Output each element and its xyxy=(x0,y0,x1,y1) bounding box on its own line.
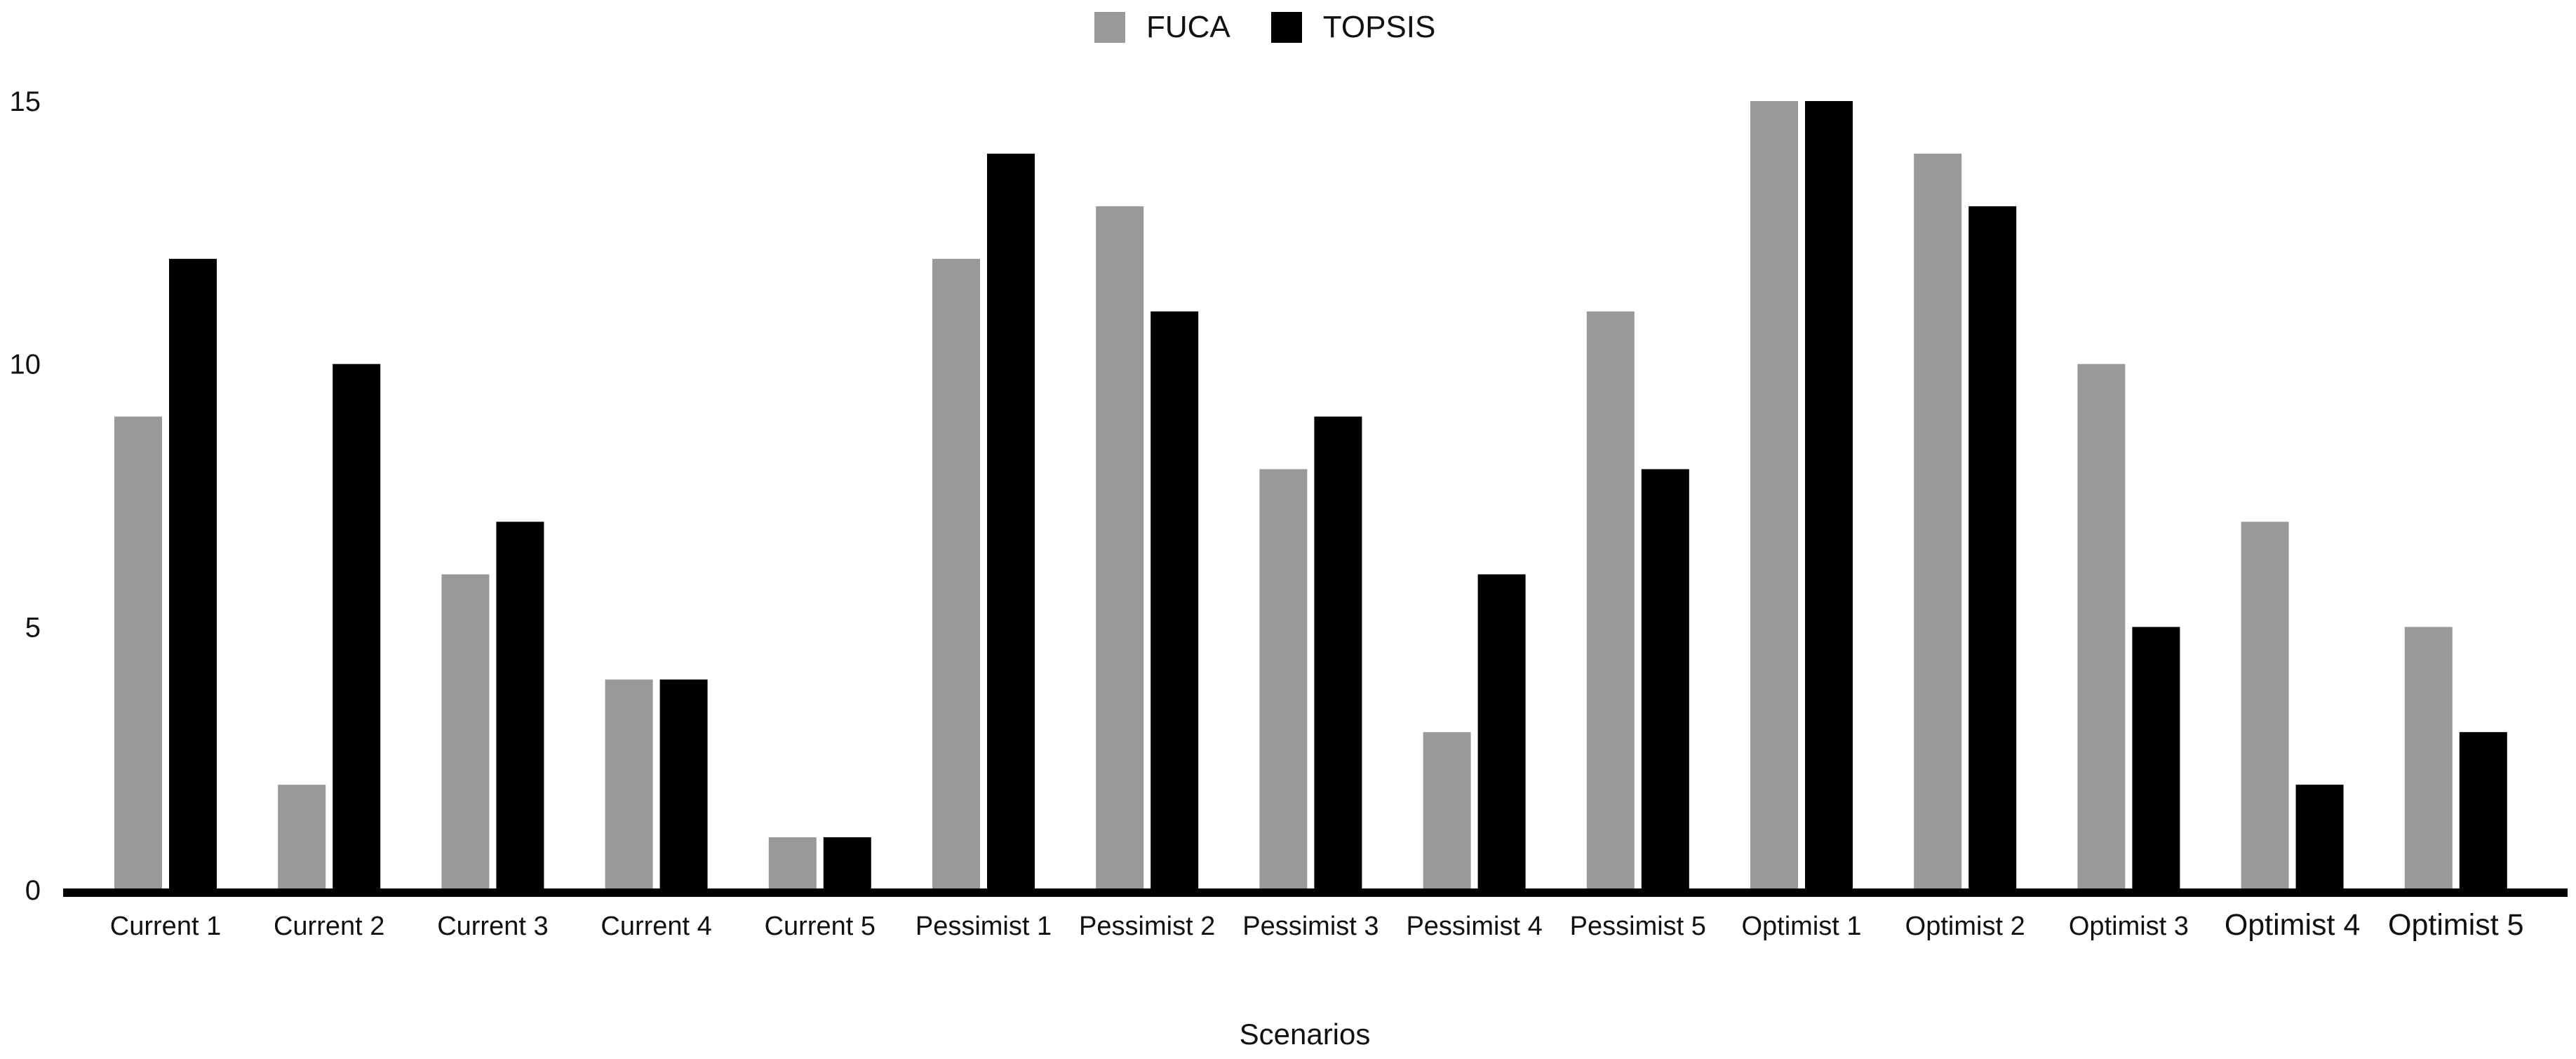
y-tick-label: 10 xyxy=(10,349,41,380)
x-tick-label: Pessimist 5 xyxy=(1570,912,1706,941)
bar-fuca-current-4[interactable] xyxy=(605,679,653,890)
bar-fuca-optimist-1[interactable] xyxy=(1750,101,1798,890)
x-tick-label: Current 3 xyxy=(437,912,548,941)
bar-fuca-current-3[interactable] xyxy=(441,574,490,890)
bar-fuca-current-5[interactable] xyxy=(768,837,817,890)
y-tick-label: 5 xyxy=(25,612,41,643)
x-tick-label: Optimist 5 xyxy=(2388,908,2524,942)
bar-fuca-pessimist-5[interactable] xyxy=(1586,311,1635,890)
bar-topsis-pessimist-5[interactable] xyxy=(1641,469,1689,890)
bar-topsis-current-1[interactable] xyxy=(169,258,217,890)
x-tick-label: Optimist 2 xyxy=(1905,912,2025,941)
x-tick-label: Pessimist 4 xyxy=(1406,912,1542,941)
y-tick-label: 0 xyxy=(25,875,41,906)
y-tick-label: 15 xyxy=(10,86,41,117)
bar-topsis-optimist-1[interactable] xyxy=(1805,101,1853,890)
bars-group xyxy=(114,101,2507,890)
bar-fuca-optimist-2[interactable] xyxy=(1914,153,1962,890)
bar-topsis-current-4[interactable] xyxy=(659,679,708,890)
x-axis-labels: Current 1 Current 2 Current 3 Current 4 Curr… xyxy=(110,908,2524,942)
x-tick-label: Optimist 4 xyxy=(2225,908,2361,942)
bar-fuca-optimist-4[interactable] xyxy=(2241,521,2289,890)
bar-topsis-current-3[interactable] xyxy=(496,521,544,890)
bar-fuca-pessimist-3[interactable] xyxy=(1259,469,1308,890)
bar-topsis-optimist-5[interactable] xyxy=(2459,732,2507,890)
legend: FUCA TOPSIS xyxy=(1094,10,1476,45)
bar-fuca-optimist-5[interactable] xyxy=(2404,627,2453,890)
legend-item-fuca[interactable]: FUCA xyxy=(1094,10,1230,45)
x-tick-label: Current 1 xyxy=(110,912,221,941)
x-axis-title: Scenarios xyxy=(1240,1018,1371,1051)
x-tick-label: Pessimist 2 xyxy=(1079,912,1215,941)
legend-label-fuca: FUCA xyxy=(1146,10,1230,44)
bar-topsis-current-5[interactable] xyxy=(823,837,871,890)
bar-topsis-optimist-3[interactable] xyxy=(2132,627,2180,890)
legend-swatch-fuca xyxy=(1094,12,1125,43)
legend-swatch-topsis xyxy=(1270,12,1302,43)
bar-fuca-pessimist-2[interactable] xyxy=(1096,206,1144,890)
legend-label-topsis: TOPSIS xyxy=(1322,10,1436,44)
y-axis: 0 5 10 15 xyxy=(10,86,41,906)
x-tick-label: Current 5 xyxy=(765,912,876,941)
x-tick-label: Pessimist 1 xyxy=(915,912,1052,941)
bar-topsis-pessimist-3[interactable] xyxy=(1314,416,1362,890)
bar-topsis-pessimist-2[interactable] xyxy=(1151,311,1199,890)
x-tick-label: Pessimist 3 xyxy=(1242,912,1378,941)
x-tick-label: Optimist 3 xyxy=(2069,912,2189,941)
x-tick-label: Optimist 1 xyxy=(1741,912,1861,941)
x-tick-label: Current 2 xyxy=(274,912,384,941)
bar-fuca-pessimist-4[interactable] xyxy=(1423,732,1471,890)
bar-topsis-pessimist-1[interactable] xyxy=(987,153,1035,890)
bar-fuca-current-1[interactable] xyxy=(114,416,162,890)
bar-topsis-optimist-4[interactable] xyxy=(2295,785,2344,890)
x-tick-label: Current 4 xyxy=(601,912,711,941)
bar-topsis-pessimist-4[interactable] xyxy=(1477,574,1526,890)
bar-topsis-optimist-2[interactable] xyxy=(1968,206,2017,890)
bar-fuca-optimist-3[interactable] xyxy=(2077,364,2126,890)
bar-fuca-current-2[interactable] xyxy=(278,785,326,890)
bar-topsis-current-2[interactable] xyxy=(333,364,381,890)
bar-fuca-pessimist-1[interactable] xyxy=(932,258,980,890)
legend-item-topsis[interactable]: TOPSIS xyxy=(1270,10,1436,45)
